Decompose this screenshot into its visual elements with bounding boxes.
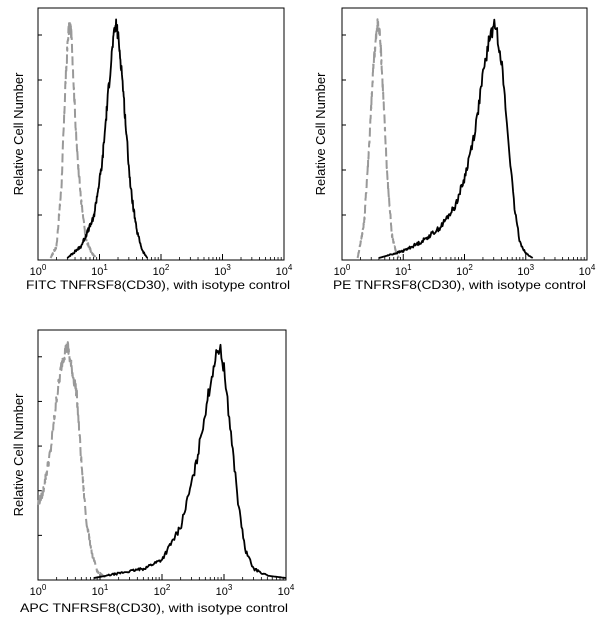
pe-cd30-stained-line (378, 18, 534, 259)
apc-y-axis-label: Relative Cell Number (11, 393, 26, 516)
apc-cd30-stained-line (93, 343, 287, 579)
pe-plot-frame (341, 7, 588, 261)
apc-plot-frame (37, 329, 287, 581)
apc-x-tick-label: 102 (154, 583, 171, 598)
pe-y-ticks (342, 34, 346, 216)
pe-series-layer (356, 18, 534, 259)
pe-isotype-control-line (356, 18, 400, 259)
apc-x-tick-label: 103 (216, 583, 233, 598)
apc-y-ticks (38, 356, 42, 536)
fitc-x-tick-label: 100 (30, 263, 47, 278)
fitc-y-axis-label: Relative Cell Number (11, 72, 26, 195)
pe-x-axis-label: PE TNFRSF8(CD30), with isotype control (333, 278, 586, 292)
apc-x-axis-label: APC TNFRSF8(CD30), with isotype control (20, 601, 288, 615)
apc-x-ticks: 100 101 102 103 104 (30, 574, 295, 598)
apc-x-tick-label: 100 (30, 583, 47, 598)
pe-y-axis-label: Relative Cell Number (313, 72, 328, 195)
apc-x-tick-label: 101 (92, 583, 109, 598)
pe-x-tick-label: 102 (456, 263, 473, 278)
apc-isotype-control-line (37, 341, 108, 579)
apc-histogram-panel: 100 101 102 103 104 Relative Cell Number APC… (11, 329, 295, 615)
apc-x-tick-label: 104 (278, 583, 295, 598)
fitc-x-axis-label: FITC TNFRSF8(CD30), with isotype control (26, 278, 290, 292)
pe-histogram-panel: 100 101 102 103 104 Relative Cell Number PE … (313, 7, 596, 292)
pe-x-tick-label: 104 (579, 263, 596, 278)
fitc-series-layer (49, 18, 149, 259)
fitc-x-tick-label: 103 (214, 263, 231, 278)
pe-x-tick-label: 101 (395, 263, 412, 278)
fitc-histogram-panel: 100 101 102 103 104 Relative Cell Number FIT… (11, 7, 293, 292)
fitc-isotype-control-line (49, 19, 98, 259)
pe-x-tick-label: 103 (517, 263, 534, 278)
fitc-x-tick-label: 102 (153, 263, 170, 278)
fitc-y-ticks (38, 34, 42, 216)
fitc-x-tick-label: 104 (276, 263, 293, 278)
pe-x-ticks: 100 101 102 103 104 (334, 254, 596, 278)
fitc-plot-frame (37, 7, 285, 261)
apc-series-layer (37, 341, 287, 579)
pe-x-tick-label: 100 (334, 263, 351, 278)
fitc-x-tick-label: 101 (91, 263, 108, 278)
fitc-cd30-stained-line (66, 18, 149, 259)
fitc-x-ticks: 100 101 102 103 104 (30, 254, 293, 278)
